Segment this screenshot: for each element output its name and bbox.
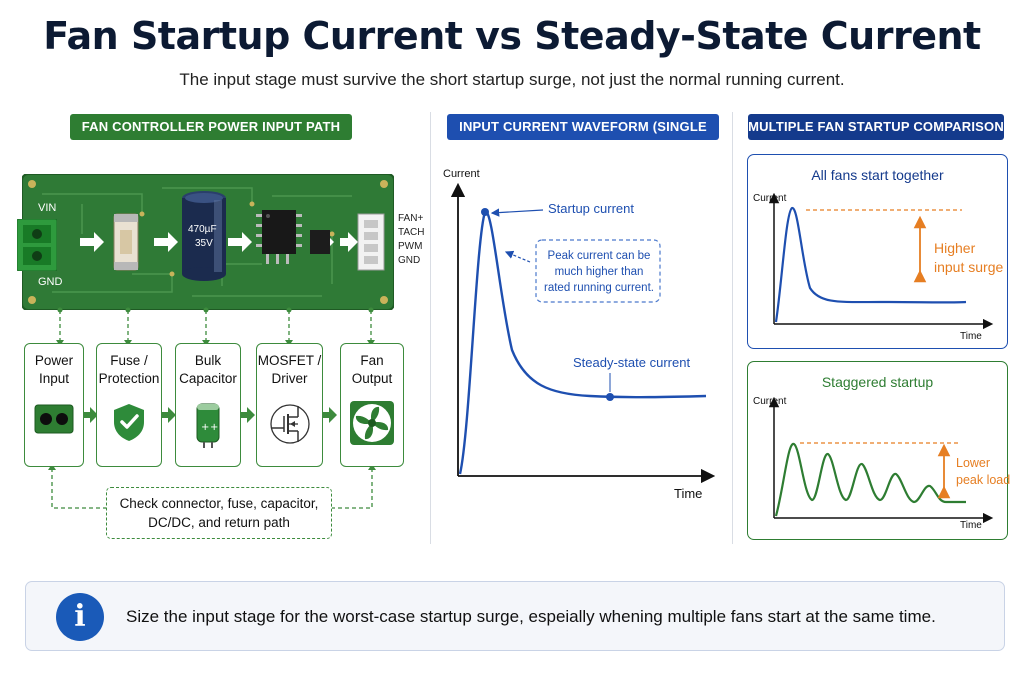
left-panel-header: FAN CONTROLLER POWER INPUT PATH: [70, 114, 352, 140]
svg-text:+: +: [201, 422, 209, 433]
startup-peak-marker: [481, 208, 489, 216]
fan-icon: [350, 401, 394, 445]
capacitor-voltage-label: 35V: [195, 238, 213, 249]
right-panel-header: MULTIPLE FAN STARTUP COMPARISON: [748, 114, 1004, 140]
info-icon: i: [56, 593, 104, 641]
block-power-input-label: Power Input: [34, 353, 74, 386]
all-fans-current-curve: [774, 206, 967, 323]
staggered-startup-chart: [768, 396, 994, 524]
vin-label: VIN: [38, 202, 57, 214]
block-fan-output-label: Fan Output: [351, 353, 393, 386]
lower-peak-note: Lower peak load: [956, 456, 1011, 487]
separator-left: [430, 112, 431, 544]
page-subtitle: The input stage must survive the short s…: [179, 70, 845, 89]
block-fuse-protection: Fuse / Protection: [96, 343, 162, 467]
gnd-label: GND: [38, 276, 63, 288]
check-path-note: Check connector, fuse, capacitor, DC/DC, …: [106, 487, 332, 539]
all-fans-together-chart: [768, 192, 994, 330]
waveform-y-label: Current: [443, 168, 480, 180]
connector-pin-tach: TACH: [398, 227, 425, 238]
single-fan-waveform-chart: [450, 182, 716, 484]
separator-right: [732, 112, 733, 544]
connector-pin-gnd: GND: [398, 255, 421, 266]
connector-pin-labels: FAN+ TACH PWM GND: [398, 212, 424, 268]
staggered-y-label: Current: [753, 396, 787, 407]
connector-icon: [34, 404, 74, 434]
block-bulk-capacitor-label: Bulk Capacitor: [179, 353, 237, 386]
staggered-current-curve: [774, 442, 966, 517]
capacitor-value-label: 470µF: [188, 224, 217, 235]
svg-text:+: +: [210, 422, 218, 433]
all-fans-x-label: Time: [960, 331, 982, 342]
startup-current-label: Startup current: [548, 201, 634, 216]
terminal-block: [17, 219, 57, 271]
block-bulk-capacitor: Bulk Capacitor + +: [175, 343, 241, 467]
middle-panel-header: INPUT CURRENT WAVEFORM (SINGLE FAN): [447, 114, 719, 160]
steady-state-marker: [606, 393, 614, 401]
connector-pin-pwm: PWM: [398, 241, 423, 252]
pcb-board: [22, 174, 394, 310]
block-fan-output: Fan Output: [340, 343, 404, 467]
staggered-startup-panel: Staggered startup: [747, 361, 1008, 540]
staggered-x-label: Time: [960, 520, 982, 531]
capacitor-icon: + +: [196, 403, 220, 448]
startup-callout-arrow: [490, 208, 544, 217]
waveform-x-label: Time: [674, 486, 703, 501]
page-title: Fan Startup Current vs Steady-State Curr…: [43, 14, 981, 58]
all-fans-together-panel: All fans start together: [747, 154, 1008, 349]
steady-state-label: Steady-state current: [573, 355, 691, 370]
peak-note-arrow: [504, 250, 531, 263]
block-mosfet-driver-label: MOSFET / Driver: [257, 353, 322, 386]
connector-pin-fan-plus: FAN+: [398, 213, 424, 224]
peak-current-note: Peak current can be much higher than rated…: [544, 250, 654, 294]
info-banner: i Size the input stage for the worst-cas…: [25, 581, 1005, 651]
higher-surge-note: Higher input surge: [934, 240, 1004, 275]
info-banner-text: Size the input stage for the worst-case …: [126, 607, 936, 626]
all-fans-y-label: Current: [753, 193, 787, 204]
shield-check-icon: [114, 404, 144, 441]
peak-note-box: [535, 239, 661, 303]
mosfet-icon: [269, 404, 310, 444]
staggered-startup-title: Staggered startup: [821, 374, 934, 390]
block-mosfet-driver: MOSFET / Driver: [256, 343, 323, 467]
block-power-input: Power Input: [24, 343, 84, 467]
block-fuse-protection-label: Fuse / Protection: [98, 353, 160, 386]
all-fans-together-title: All fans start together: [811, 167, 944, 183]
